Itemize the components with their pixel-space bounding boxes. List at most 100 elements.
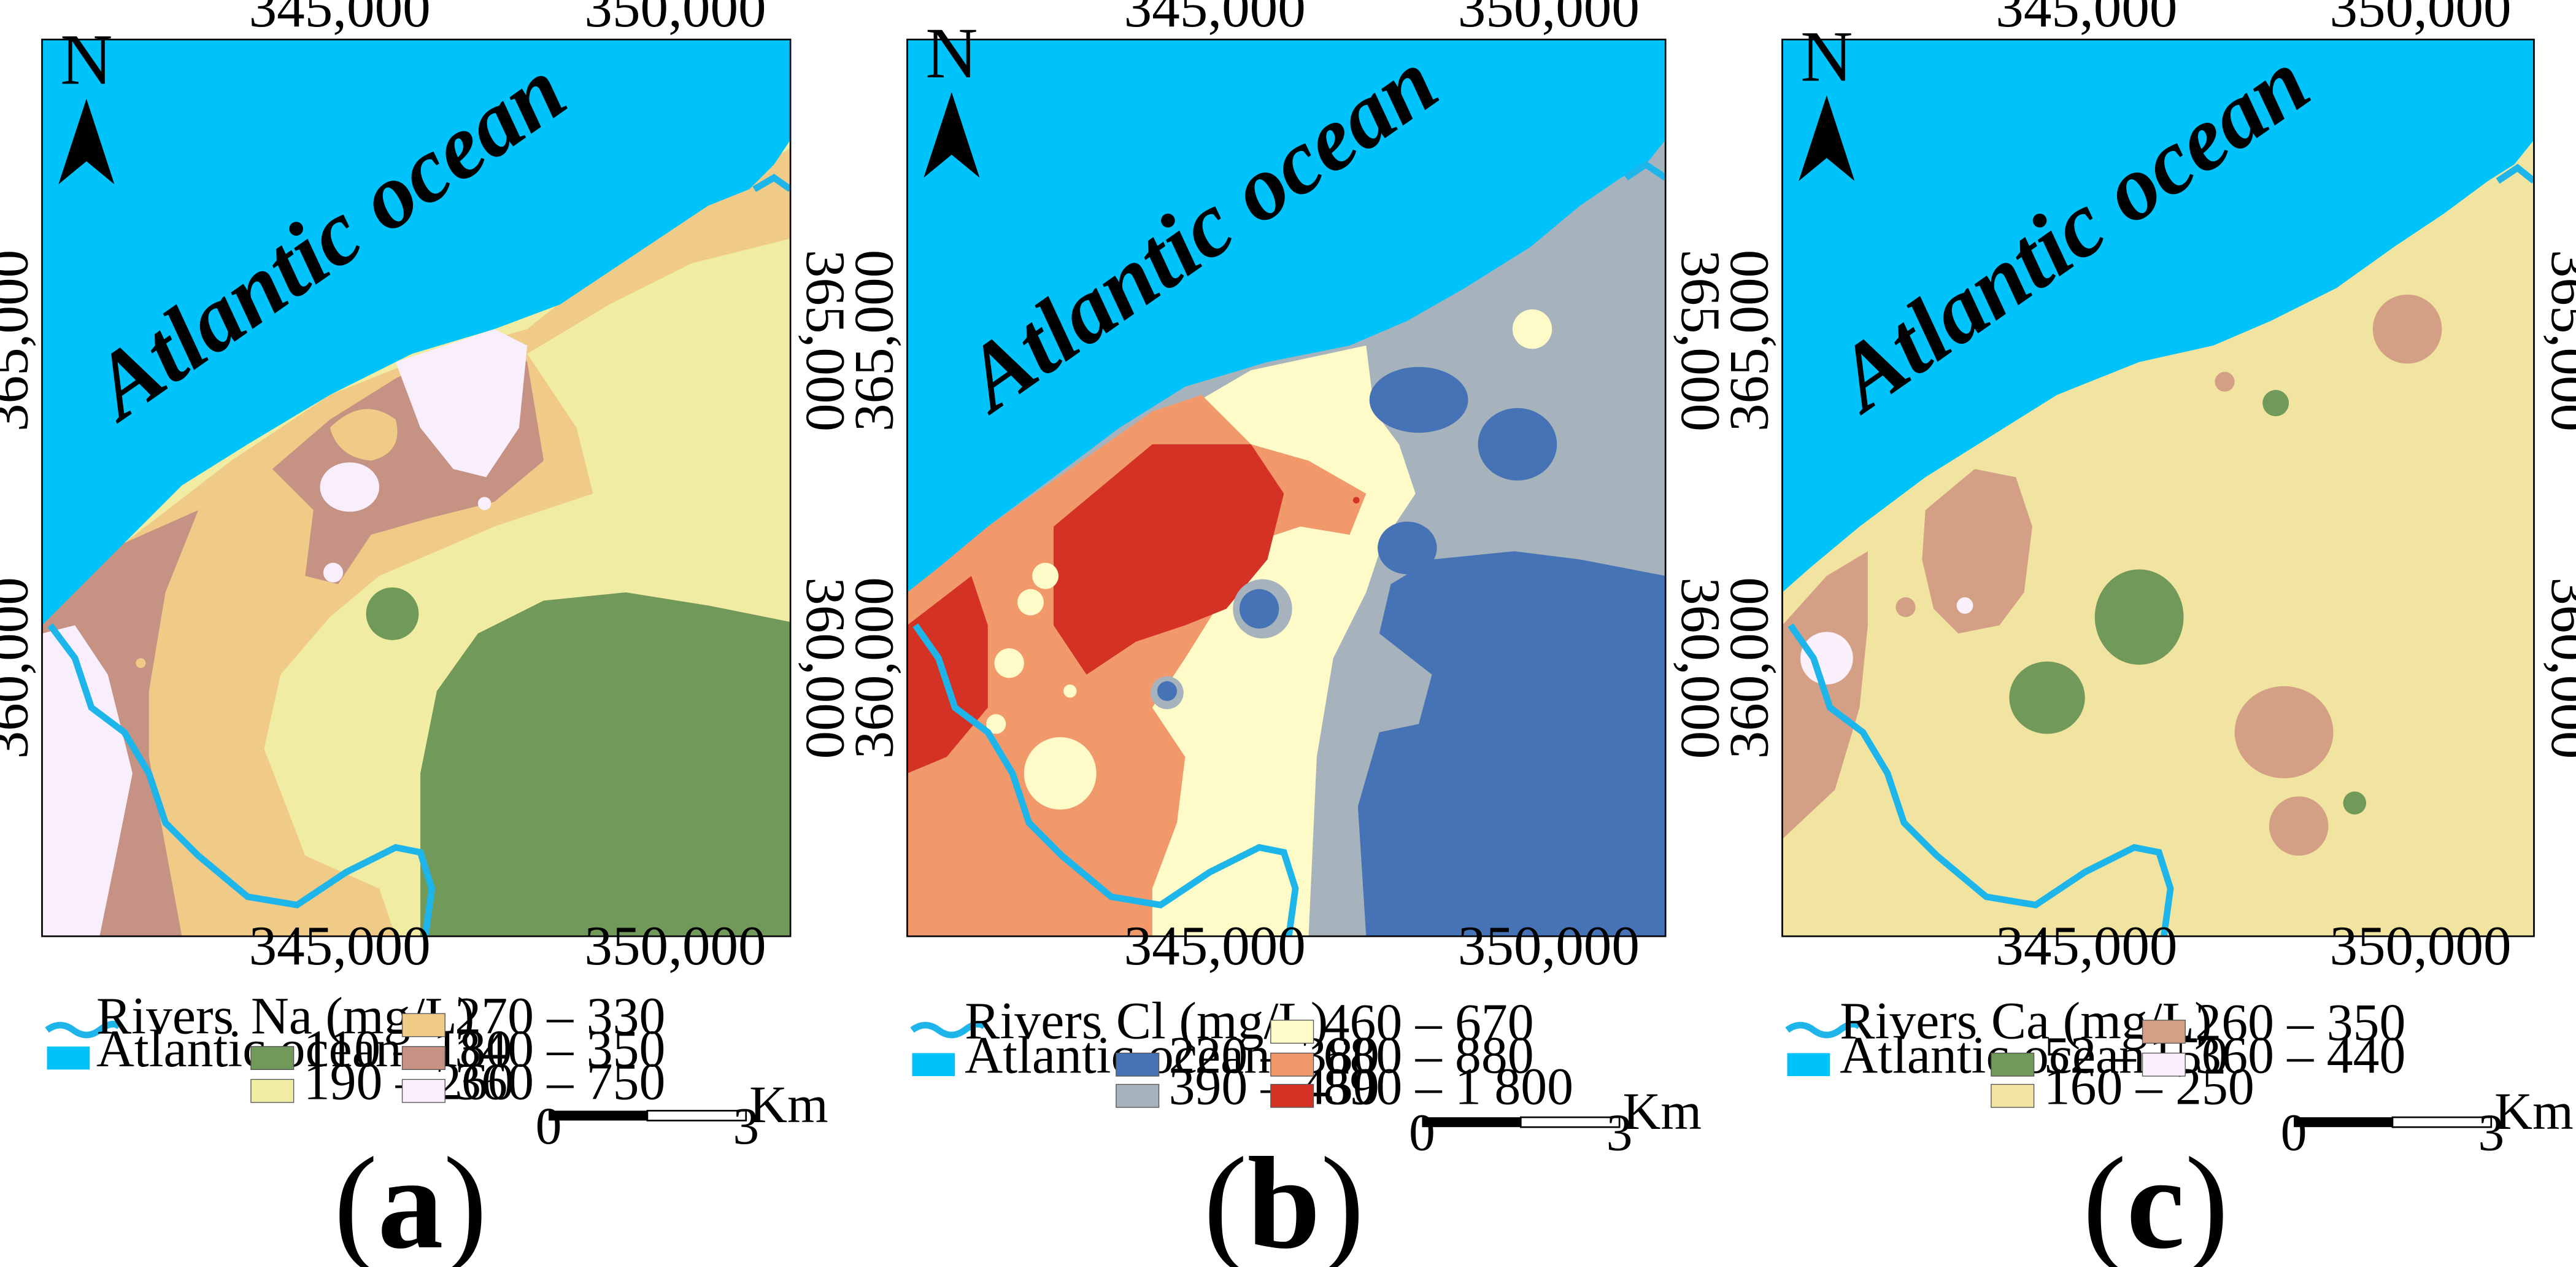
right-tick-360000-a: 360,000 (795, 577, 857, 759)
zone-460-670-spot-1-b (1024, 737, 1097, 810)
zone-360-440-dot-c (1956, 597, 1973, 614)
right-tick-365000-c: 365,000 (2540, 250, 2576, 432)
bottom-tick-350000-b: 350,000 (1458, 915, 1640, 977)
scale-bar-light-a (646, 1110, 747, 1122)
swatch-680-880-b (1270, 1052, 1314, 1077)
coast-river-a (752, 174, 791, 192)
swatch-260-350-c (2142, 1020, 2186, 1044)
legend-class-270-330-a: 270 – 330 (455, 986, 665, 1045)
map-frame-a (42, 39, 791, 937)
river-c (1787, 623, 2174, 937)
legend-rivers-b: Rivers (965, 991, 1102, 1050)
panel-a: Atlantic ocean N 345,000 350,000 345,000… (0, 0, 857, 1267)
zone-220-380-blob-1-b (1369, 366, 1468, 433)
scale-unit-c: Km (2494, 1082, 2574, 1141)
legend-c: Rivers Atlantic ocean Ca (mg/L) 52 – 150… (1785, 991, 2405, 1116)
left-tick-365000-a: 365,000 (0, 250, 39, 432)
zone-220-380-spot-4-b (1239, 589, 1279, 629)
zone-890-1800-west-b (907, 576, 988, 773)
bottom-tick-345000-c: 345,000 (1996, 915, 2177, 977)
zone-110-180-a (420, 592, 791, 937)
north-label-a: N (60, 20, 112, 100)
legend-class-52-150-c: 52 – 150 (2044, 1026, 2228, 1085)
scale-start-a: 0 (536, 1097, 562, 1155)
legend-class-360-440-c: 360 – 440 (2195, 1026, 2405, 1085)
right-tick-365000-a: 365,000 (795, 250, 857, 432)
panel-caption-a: (a) (334, 1131, 487, 1267)
top-tick-345000-a: 345,000 (249, 0, 431, 39)
ocean-swatch-c (1787, 1053, 1830, 1077)
zone-270-330-a (42, 148, 791, 937)
zone-52-150-center-c (2094, 569, 2184, 665)
scale-unit-b: Km (1622, 1082, 1702, 1141)
panel-caption-c: (c) (2083, 1131, 2229, 1267)
zone-460-670-spot-3-b (1017, 589, 1044, 616)
swatch-340-350-a (401, 1046, 445, 1071)
legend-rivers-a: Rivers (96, 986, 234, 1045)
panel-caption-letter-b: b (1248, 1131, 1321, 1267)
river-a (47, 623, 436, 937)
zone-360-750-spot-3-a (477, 497, 492, 510)
scale-start-c: 0 (2281, 1104, 2307, 1162)
north-arrow-icon-c (1799, 95, 1855, 181)
zone-220-380-blob-3-b (1378, 521, 1437, 575)
north-label-b: N (925, 13, 978, 93)
panel-b: Atlantic ocean N 345,000 350,000 345,000… (843, 0, 1732, 1267)
zone-360-750-spot-1-a (320, 462, 380, 512)
ocean-a (42, 39, 791, 626)
map-border-c (1781, 38, 2535, 937)
scale-bar-dark-b (1422, 1117, 1521, 1128)
swatch-110-180-a (250, 1046, 295, 1071)
scale-start-b: 0 (1409, 1104, 1435, 1162)
swatch-360-750-a (401, 1079, 445, 1103)
zone-260-350-east-c (2234, 686, 2334, 778)
map-frame-b (907, 39, 1666, 937)
legend-class-460-670-b: 460 – 670 (1324, 993, 1534, 1052)
swatch-270-330-a (401, 1013, 445, 1037)
ocean-swatch-a (47, 1046, 90, 1070)
left-tick-360000-b: 360,000 (843, 577, 904, 759)
zone-220-380-se-b (1357, 551, 1666, 937)
legend-class-360-750-a: 360 – 750 (455, 1053, 665, 1111)
panel-c: Atlantic ocean N 345,000 350,000 345,000… (1718, 0, 2576, 1267)
ocean-c (1782, 39, 2534, 592)
legend-rivers-c: Rivers (1840, 991, 1977, 1050)
zone-360-750-ne-a (395, 329, 528, 478)
scale-end-a: 3 (733, 1097, 759, 1155)
scale-end-b: 3 (1606, 1104, 1633, 1162)
swatch-52-150-c (1991, 1052, 2035, 1077)
zone-52-150-west-c (2009, 661, 2085, 734)
legend-class-260-350-c: 260 – 350 (2195, 993, 2405, 1052)
north-label-c: N (1800, 16, 1853, 96)
rivers-swatch-a (45, 1021, 122, 1039)
right-tick-360000-c: 360,000 (2540, 577, 2576, 759)
map-border-b (906, 38, 1667, 937)
top-tick-350000-b: 350,000 (1458, 0, 1640, 39)
bottom-tick-350000-a: 350,000 (584, 915, 766, 977)
coast-river-b (1624, 160, 1666, 180)
north-arrow-icon-b (924, 92, 980, 178)
swatch-390-450-b (1116, 1083, 1160, 1108)
right-tick-360000-b: 360,000 (1670, 577, 1732, 759)
scale-unit-a: Km (749, 1075, 828, 1134)
zone-260-350-dot-1-c (1895, 597, 1916, 618)
scale-bar-light-c (2391, 1116, 2493, 1128)
scale-bar-c: Km 0 3 (2281, 1082, 2574, 1162)
legend-class-890-1800-b: 890 – 1 800 (1324, 1058, 1573, 1116)
zone-270-330-inland-a (330, 409, 398, 461)
zone-260-350-ne-c (2372, 294, 2442, 364)
zone-890-1800-dot-b (1352, 497, 1360, 504)
zone-270-330-spot-a (136, 658, 146, 668)
legend-a: Rivers Atlantic ocean Na (mg/L) 110 – 18… (45, 986, 665, 1111)
swatch-160-250-c (1991, 1083, 2035, 1108)
zone-460-670-spot-4-b (1032, 562, 1059, 589)
swatch-890-1800-b (1270, 1083, 1314, 1108)
top-tick-350000-a: 350,000 (584, 0, 766, 39)
panel-caption-b: (b) (1203, 1131, 1364, 1267)
zone-890-1800-inland-b (1054, 444, 1284, 675)
scale-bar-b: Km 0 3 (1409, 1082, 1702, 1162)
map-frame-c (1782, 39, 2534, 937)
legend-ocean-a: Atlantic ocean (96, 1020, 402, 1078)
left-tick-365000-b: 365,000 (843, 250, 904, 432)
